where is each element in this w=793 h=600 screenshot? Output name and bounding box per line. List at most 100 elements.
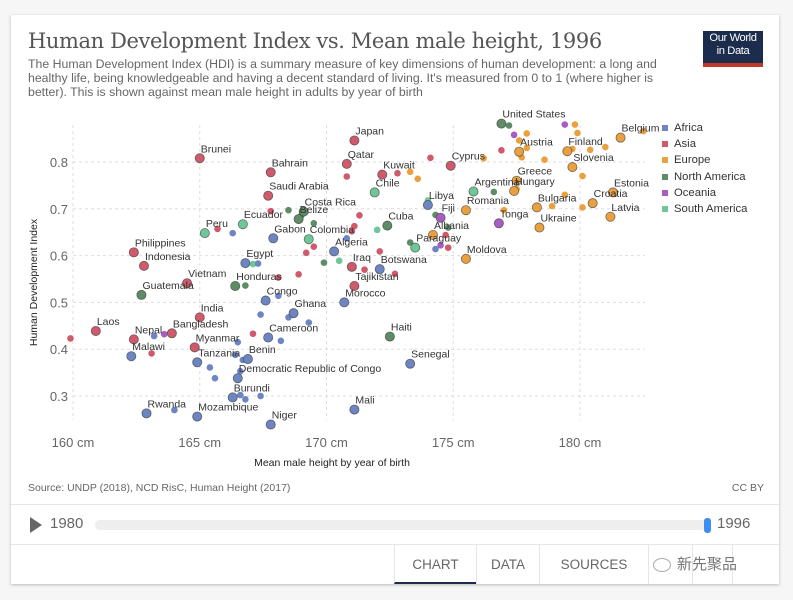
data-point[interactable] [194, 312, 205, 323]
data-point[interactable] [138, 260, 149, 271]
data-point[interactable] [382, 220, 393, 231]
license-label[interactable]: CC BY [731, 482, 764, 494]
data-point[interactable] [128, 334, 139, 345]
data-point[interactable] [229, 229, 237, 237]
legend-item-europe[interactable]: Europe [662, 152, 747, 168]
data-point[interactable] [493, 218, 504, 229]
data-point[interactable] [240, 258, 251, 269]
data-point[interactable] [211, 374, 219, 382]
data-point[interactable] [523, 130, 531, 137]
data-point[interactable] [410, 242, 421, 253]
data-point[interactable] [391, 270, 399, 278]
data-point[interactable] [257, 311, 264, 318]
data-point[interactable] [136, 289, 147, 300]
data-point[interactable] [249, 260, 257, 268]
data-point[interactable] [514, 146, 525, 157]
data-point[interactable] [427, 230, 438, 241]
data-point[interactable] [275, 274, 282, 281]
data-point[interactable] [189, 342, 200, 353]
data-point[interactable] [373, 226, 381, 234]
data-point[interactable] [231, 351, 239, 359]
data-point[interactable] [405, 358, 416, 369]
data-point[interactable] [349, 404, 360, 415]
data-point[interactable] [268, 233, 279, 244]
data-point[interactable] [376, 248, 384, 255]
data-point[interactable] [480, 154, 487, 162]
data-point[interactable] [567, 162, 578, 173]
data-point[interactable] [237, 367, 244, 375]
data-point[interactable] [275, 292, 282, 300]
timeline-slider[interactable] [95, 518, 711, 533]
data-point[interactable] [523, 144, 531, 152]
data-point[interactable] [166, 328, 177, 339]
data-point[interactable] [444, 224, 452, 231]
data-point[interactable] [510, 131, 518, 139]
data-point[interactable] [214, 225, 221, 233]
data-point[interactable] [432, 245, 439, 253]
tab-fullscreen[interactable] [732, 545, 772, 584]
data-point[interactable] [445, 160, 456, 171]
data-point[interactable] [194, 153, 205, 164]
data-point[interactable] [128, 247, 139, 258]
data-point[interactable] [277, 337, 285, 345]
data-point[interactable] [126, 351, 137, 362]
data-point[interactable] [242, 282, 249, 289]
data-point[interactable] [615, 132, 626, 143]
data-point[interactable] [227, 392, 238, 403]
data-point[interactable] [574, 129, 581, 137]
data-point[interactable] [265, 419, 276, 430]
data-point[interactable] [285, 206, 292, 214]
data-point[interactable] [335, 257, 343, 265]
data-point[interactable] [349, 135, 360, 146]
data-point[interactable] [490, 188, 498, 196]
data-point[interactable] [90, 325, 101, 336]
data-point[interactable] [505, 122, 513, 129]
data-point[interactable] [320, 259, 328, 266]
data-point[interactable] [422, 200, 433, 211]
data-point[interactable] [310, 220, 318, 227]
data-point[interactable] [394, 169, 401, 177]
tab-download[interactable] [648, 545, 692, 584]
data-point[interactable] [339, 297, 350, 308]
data-point[interactable] [265, 167, 276, 178]
data-point[interactable] [384, 331, 395, 342]
data-point[interactable] [579, 172, 586, 180]
source-note[interactable]: Source: UNDP (2018), NCD RisC, Human Hei… [28, 482, 291, 494]
legend-item-africa[interactable]: Africa [662, 120, 747, 136]
data-point[interactable] [192, 357, 203, 368]
data-point[interactable] [148, 350, 155, 357]
data-point[interactable] [515, 137, 523, 144]
data-point[interactable] [295, 271, 302, 278]
data-point[interactable] [234, 338, 242, 346]
data-point[interactable] [288, 308, 299, 319]
data-point[interactable] [406, 168, 414, 176]
data-point[interactable] [361, 266, 368, 273]
data-point[interactable] [343, 173, 351, 180]
data-point[interactable] [182, 278, 193, 289]
legend-item-asia[interactable]: Asia [662, 136, 747, 152]
data-point[interactable] [160, 330, 168, 338]
data-point[interactable] [369, 187, 380, 198]
data-point[interactable] [351, 222, 358, 230]
data-point[interactable] [141, 408, 152, 419]
data-point[interactable] [427, 154, 434, 162]
data-point[interactable] [605, 211, 616, 222]
data-point[interactable] [150, 332, 158, 340]
data-point[interactable] [346, 261, 357, 272]
data-point[interactable] [254, 260, 262, 267]
data-point[interactable] [349, 281, 360, 292]
data-point[interactable] [310, 243, 318, 251]
tab-data[interactable]: DATA [476, 545, 539, 584]
tab-sources[interactable]: SOURCES [539, 545, 648, 584]
tab-share[interactable] [692, 545, 732, 584]
owid-logo[interactable]: Our World in Data [703, 31, 763, 67]
data-point[interactable] [242, 354, 253, 365]
data-point[interactable] [302, 249, 310, 257]
play-icon[interactable] [30, 517, 42, 533]
data-point[interactable] [348, 227, 356, 235]
data-point[interactable] [67, 335, 74, 342]
timeline-handle[interactable] [704, 518, 711, 533]
data-point[interactable] [579, 204, 586, 211]
data-point[interactable] [534, 222, 545, 233]
data-point[interactable] [303, 234, 314, 245]
